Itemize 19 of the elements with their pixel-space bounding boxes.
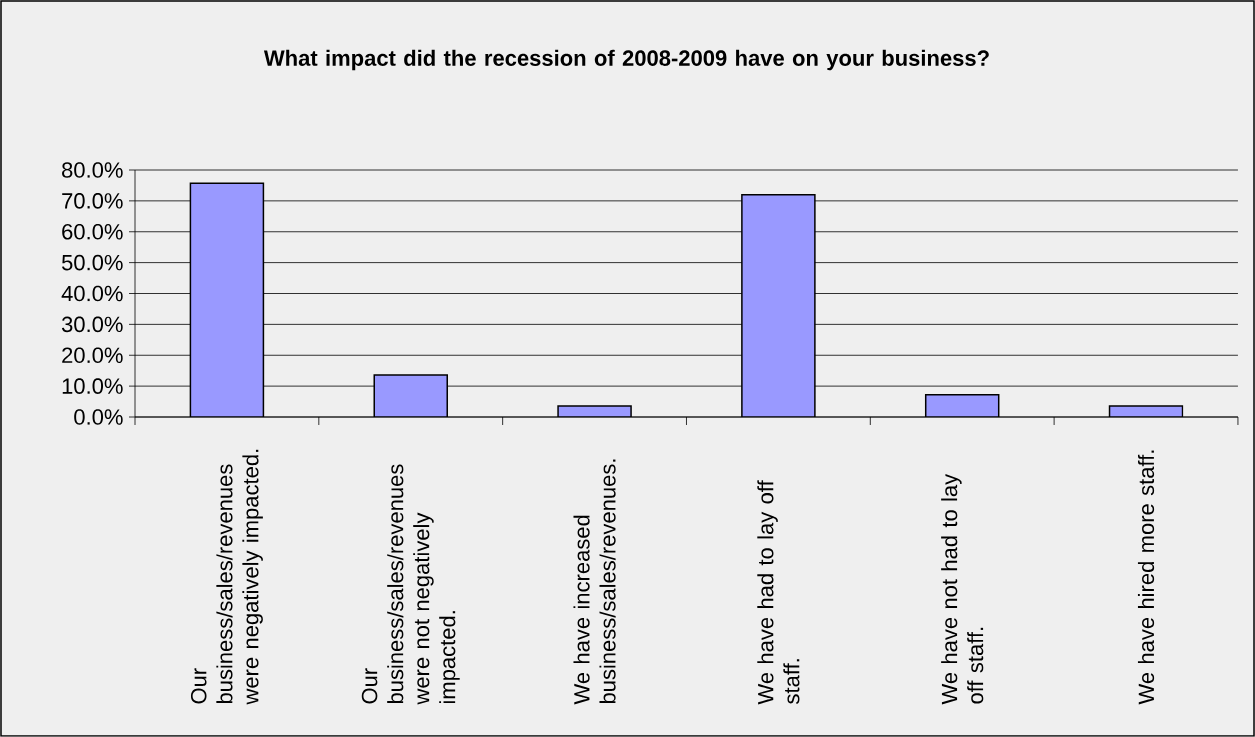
x-tick-label: We have not had to lay off staff. — [941, 473, 984, 705]
y-tick-label: 40.0% — [61, 285, 123, 302]
x-tick-label: We have hired more staff. — [1137, 450, 1155, 705]
y-tick-label: 30.0% — [61, 316, 123, 333]
x-tick-label: Our business/sales/revenues were not negatively impacted. — [361, 464, 460, 705]
y-tick-label: 20.0% — [62, 347, 123, 364]
y-tick-label: 50.0% — [61, 254, 123, 271]
chart-title: What impact did the recession of 2008-2009 have on your business? — [263, 49, 989, 71]
y-tick-label: 0.0% — [74, 409, 123, 425]
y-tick-label: 70.0% — [62, 193, 123, 209]
bar — [189, 182, 265, 417]
bar — [373, 374, 448, 417]
y-tick-label: 80.0% — [62, 162, 123, 178]
x-tick-label: We have had to lay off staff. — [757, 480, 800, 705]
bar — [741, 193, 816, 417]
y-tick-label: 60.0% — [62, 223, 123, 240]
y-tick-label: 10.0% — [62, 378, 123, 394]
x-tick-label: Our business/sales/revenues were negatively impacted. — [190, 449, 263, 705]
x-tick-label: We have increased business/sales/revenues. — [573, 459, 616, 705]
